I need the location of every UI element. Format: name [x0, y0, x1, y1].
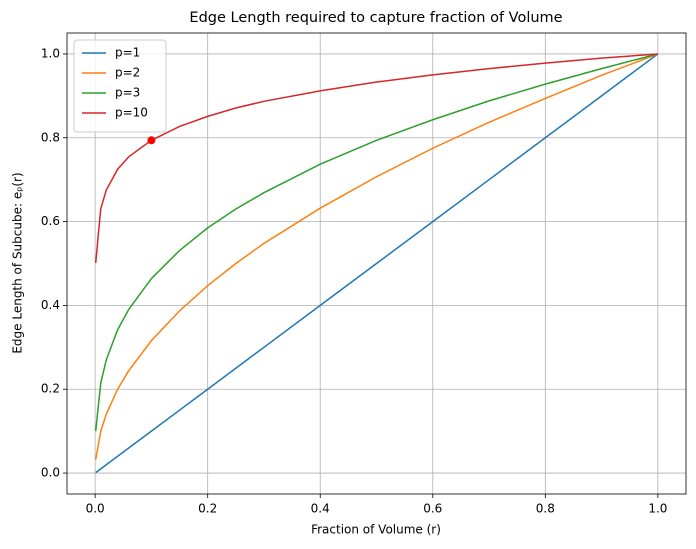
line-series — [95, 53, 659, 474]
x-tick-label: 0.8 — [536, 502, 555, 516]
x-axis-label: Fraction of Volume (r) — [311, 523, 441, 537]
legend-label: p=3 — [115, 86, 140, 100]
legend-box — [73, 39, 167, 133]
x-tick-label: 1.0 — [648, 502, 667, 516]
x-tick-label: 0.6 — [423, 502, 442, 516]
legend-label: p=1 — [115, 46, 140, 60]
x-tick-label: 0.4 — [311, 502, 330, 516]
y-tick-label: 0.0 — [41, 466, 60, 480]
y-tick-label: 0.8 — [41, 130, 60, 144]
x-tick-label: 0.0 — [86, 502, 105, 516]
highlight-point — [147, 136, 156, 145]
x-tick-label: 0.2 — [198, 502, 217, 516]
legend-label: p=10 — [115, 106, 148, 120]
y-tick-label: 0.6 — [41, 214, 60, 228]
plot-frame — [66, 32, 687, 495]
line-series — [94, 53, 659, 460]
legend: p=1 p=2 p=3 p=10 — [73, 39, 167, 133]
y-tick-label: 0.2 — [41, 382, 60, 396]
chart-title: Edge Length required to capture fraction… — [189, 10, 562, 26]
line-series — [94, 53, 659, 432]
y-tick-label: 0.4 — [41, 298, 60, 312]
legend-label: p=2 — [115, 66, 140, 80]
line-series — [94, 53, 658, 264]
y-tick-label: 1.0 — [41, 46, 60, 60]
y-axis-label: Edge Length of Subcube: eₚ(r) — [11, 172, 25, 353]
